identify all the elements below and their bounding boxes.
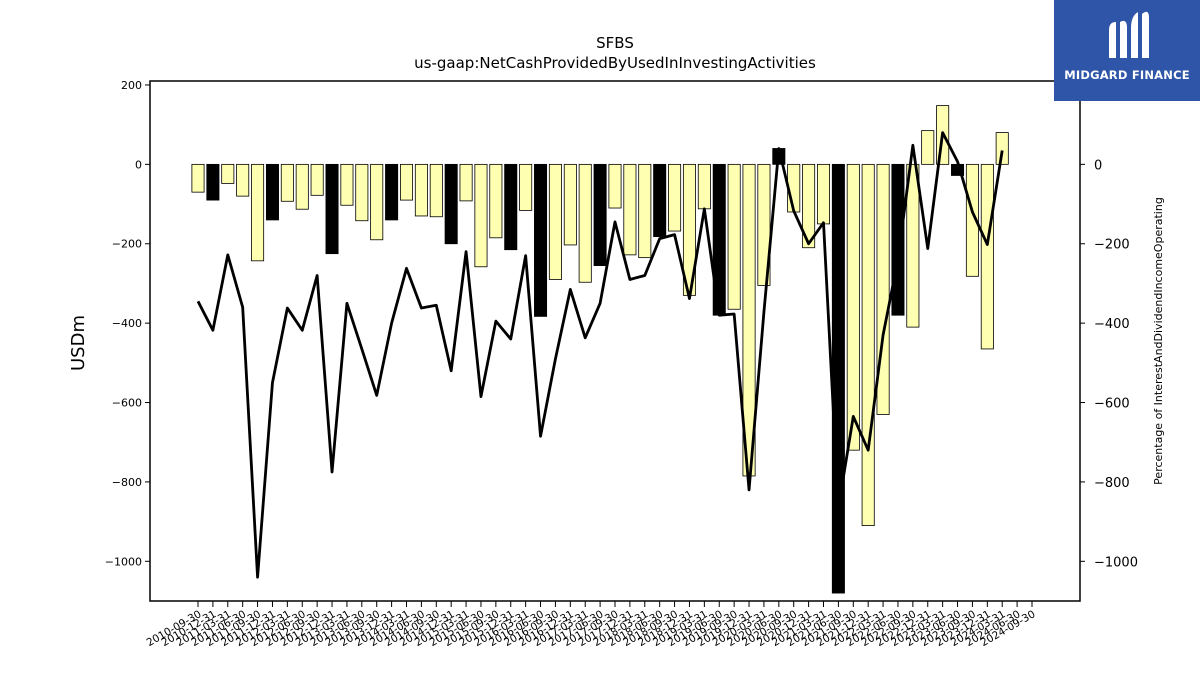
y-tick-label: −600	[112, 397, 142, 410]
line-series	[196, 131, 1004, 579]
bar	[965, 163, 979, 277]
logo-mark-icon	[1109, 11, 1149, 58]
bar	[638, 163, 652, 259]
series-line	[196, 131, 1004, 579]
bar	[399, 163, 414, 201]
axes: 200 0 −200 −400 −600 −800 −1000 0 −200 −400 −600 −8…	[105, 79, 1138, 649]
bar	[236, 163, 250, 197]
bar	[548, 163, 562, 280]
bar	[697, 163, 711, 210]
bar	[578, 163, 592, 283]
y-tick-label: 200	[121, 79, 142, 92]
bar	[295, 163, 309, 210]
y2-tick-label: −1000	[1094, 555, 1138, 570]
bar	[921, 130, 935, 165]
bar	[280, 163, 294, 202]
bar	[370, 163, 384, 241]
bar	[802, 163, 816, 249]
bar	[906, 163, 920, 328]
bar	[459, 163, 473, 202]
logo-text: MIDGARD FINANCE	[1064, 68, 1190, 82]
bar	[265, 163, 279, 221]
bar	[623, 163, 637, 256]
bar	[429, 163, 443, 218]
bar	[831, 163, 845, 594]
bar	[191, 163, 205, 193]
bar	[340, 163, 354, 206]
bar	[846, 163, 860, 451]
bar	[444, 163, 458, 245]
bar	[519, 163, 533, 211]
bar	[206, 163, 220, 201]
chart-title: SFBS	[596, 34, 634, 52]
bar	[251, 163, 265, 262]
y-tick-label: −1000	[105, 555, 142, 568]
bar	[816, 163, 831, 225]
y-axis-label: USDm	[68, 315, 89, 371]
chart-subtitle: us-gaap:NetCashProvidedByUsedInInvesting…	[414, 54, 816, 72]
bar	[861, 163, 875, 526]
bar	[891, 163, 905, 316]
y2-axis-label: Percentage of InterestAndDividendIncomeO…	[1152, 197, 1165, 485]
bar	[474, 163, 488, 268]
bar	[504, 163, 518, 251]
bar	[727, 163, 741, 310]
y-tick-label: −800	[112, 476, 142, 489]
y2-tick-label: −200	[1094, 238, 1130, 253]
bar-series	[191, 105, 1009, 594]
bar	[563, 163, 577, 246]
bar	[385, 163, 399, 221]
bar	[995, 132, 1009, 165]
y2-tick-label: −600	[1094, 397, 1130, 412]
bar	[325, 163, 339, 255]
midgard-logo: MIDGARD FINANCE	[1054, 0, 1200, 101]
y2-tick-label: 0	[1094, 158, 1102, 173]
bar	[980, 163, 994, 350]
y2-tick-label: −800	[1094, 476, 1130, 491]
bar	[653, 163, 667, 237]
bar	[355, 163, 369, 222]
bar	[593, 163, 607, 266]
bar	[310, 163, 324, 196]
bar	[668, 163, 682, 232]
bar	[221, 163, 235, 184]
y-tick-label: −400	[112, 317, 142, 330]
bar	[414, 163, 428, 217]
y-tick-label: −200	[112, 238, 142, 251]
y-tick-label: 0	[135, 158, 142, 171]
bar	[534, 163, 548, 317]
y2-tick-label: −400	[1094, 317, 1130, 332]
bar	[489, 163, 503, 239]
bar	[608, 163, 622, 209]
bar	[757, 163, 771, 286]
